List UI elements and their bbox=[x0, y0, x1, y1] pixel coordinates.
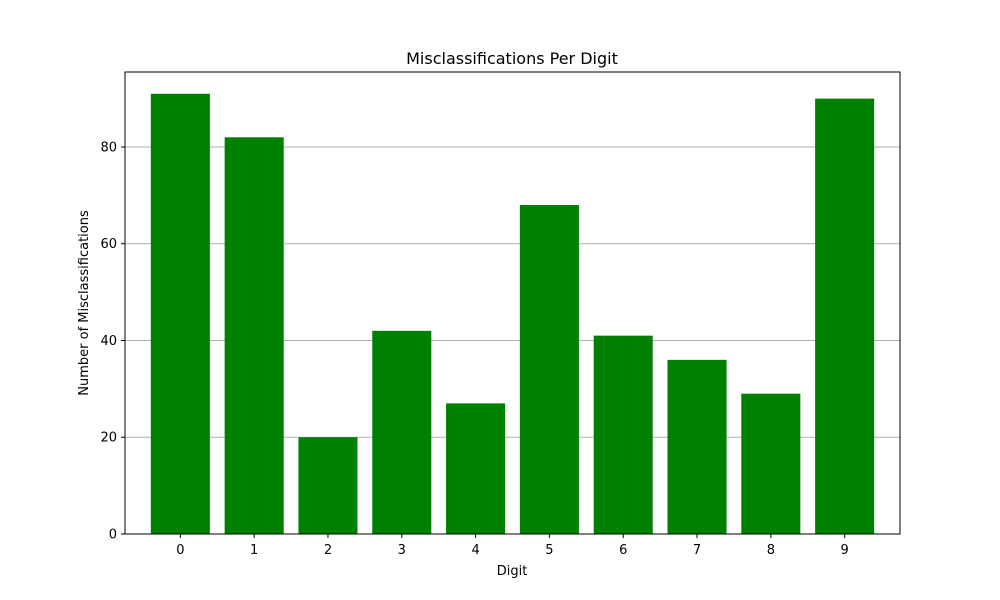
bar-digit-8 bbox=[741, 393, 801, 534]
bar-digit-4 bbox=[446, 403, 506, 534]
x-tick-label: 1 bbox=[250, 543, 258, 558]
y-tick-label: 40 bbox=[100, 334, 117, 349]
x-tick-label: 5 bbox=[545, 543, 553, 558]
x-tick-label: 4 bbox=[471, 543, 479, 558]
bar-digit-3 bbox=[372, 330, 432, 534]
bar-digit-2 bbox=[298, 437, 358, 534]
x-tick-label: 9 bbox=[841, 543, 849, 558]
x-axis: 0 1 2 3 4 5 6 7 8 9 bbox=[176, 534, 849, 558]
x-tick-label: 7 bbox=[693, 543, 701, 558]
x-tick-label: 3 bbox=[398, 543, 406, 558]
bar-digit-9 bbox=[815, 98, 875, 534]
chart-title: Misclassifications Per Digit bbox=[406, 49, 618, 68]
plot-frame bbox=[124, 71, 901, 535]
bar-digit-5 bbox=[519, 205, 579, 534]
y-tick-label: 0 bbox=[109, 528, 117, 543]
y-tick-label: 60 bbox=[100, 237, 117, 252]
y-axis: 0 20 40 60 80 bbox=[100, 140, 125, 543]
bar-digit-6 bbox=[593, 335, 653, 534]
x-axis-label: Digit bbox=[497, 564, 528, 579]
bar-digit-0 bbox=[150, 93, 210, 535]
bar-digit-1 bbox=[224, 137, 284, 534]
y-axis-label: Number of Misclassifications bbox=[77, 210, 92, 396]
bar-digit-7 bbox=[667, 359, 727, 534]
bars-layer bbox=[150, 93, 875, 535]
y-tick-label: 20 bbox=[100, 431, 117, 446]
x-tick-label: 6 bbox=[619, 543, 627, 558]
y-tick-label: 80 bbox=[100, 140, 117, 155]
x-tick-label: 8 bbox=[767, 543, 775, 558]
x-tick-label: 0 bbox=[176, 543, 184, 558]
x-tick-label: 2 bbox=[324, 543, 332, 558]
